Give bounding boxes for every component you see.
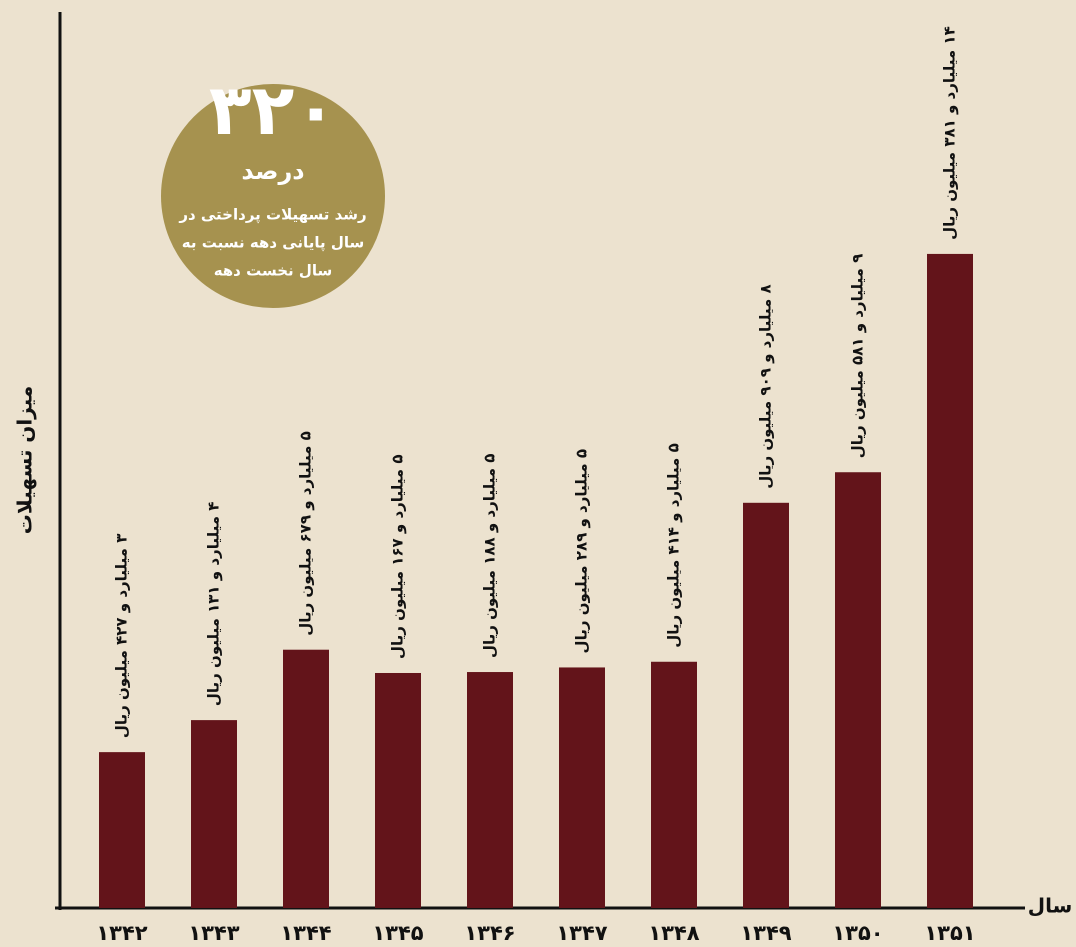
bar (835, 472, 881, 908)
data-label: ۸ میلیارد و ۹۰۹ میلیون ریال (757, 284, 775, 488)
data-label: ۵ میلیارد و ۲۸۹ میلیون ریال (573, 449, 591, 653)
x-tick-label: ۱۳۴۳ (188, 921, 239, 945)
bar (99, 752, 145, 908)
bar (651, 661, 697, 908)
x-tick-label: ۱۳۴۴ (280, 921, 331, 945)
bar (191, 720, 237, 908)
bar (375, 672, 421, 908)
data-label: ۳ میلیارد و ۴۲۷ میلیون ریال (113, 534, 131, 738)
x-tick-label: ۱۳۴۸ (648, 921, 699, 945)
data-label: ۹ میلیارد و ۵۸۱ میلیون ریال (849, 254, 867, 458)
annotation-text: رشد تسهیلات پرداختی در (178, 206, 366, 225)
x-tick-label: ۱۳۴۵ (372, 921, 423, 945)
annotation-circle (161, 84, 385, 308)
x-tick-label: ۱۳۴۶ (464, 921, 515, 945)
x-tick-label: ۱۳۴۹ (740, 921, 791, 945)
data-label: ۱۴ میلیارد و ۳۸۱ میلیون ریال (941, 26, 959, 240)
x-tick-label: ۱۳۴۲ (96, 921, 147, 945)
annotation-text: سال پایانی دهه نسبت به (182, 234, 364, 253)
x-tick-label: ۱۳۵۰ (832, 921, 883, 945)
data-label: ۵ میلیارد و ۱۶۷ میلیون ریال (389, 455, 407, 659)
annotation-value: ۳۲۰ (209, 69, 337, 151)
x-tick-label: ۱۳۴۷ (556, 921, 607, 945)
x-tick-label: ۱۳۵۱ (924, 921, 975, 945)
bar (743, 502, 789, 908)
bar (467, 672, 513, 908)
data-label: ۵ میلیارد و ۶۷۹ میلیون ریال (297, 431, 315, 635)
bar (559, 667, 605, 908)
data-label: ۵ میلیارد و ۴۱۴ میلیون ریال (665, 443, 683, 647)
x-axis-label: سال (1028, 894, 1073, 918)
bar (283, 649, 329, 908)
data-label: ۵ میلیارد و ۱۸۸ میلیون ریال (481, 454, 499, 658)
annotation-unit: درصد (241, 157, 304, 185)
data-label: ۴ میلیارد و ۱۳۱ میلیون ریال (205, 502, 223, 706)
bar (927, 253, 973, 909)
y-axis-label: میزان تسهیلات (13, 386, 37, 534)
annotation-text: سال نخست دهه (214, 262, 333, 280)
